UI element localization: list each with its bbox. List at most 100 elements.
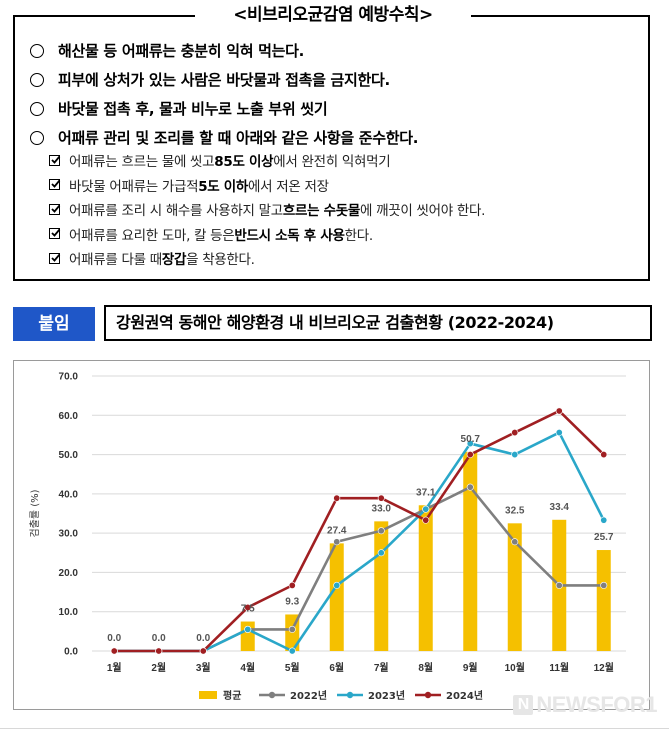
y-tick-label: 10.0 [59, 607, 79, 618]
subitem-text: 을 착용한다. [186, 252, 255, 269]
y-axis-title: 검출률 (%) [29, 489, 41, 537]
legend-swatch-average [199, 691, 217, 699]
attachment-title: 강원권역 동해안 해양환경 내 비브리오균 검출현황 (2022-2024) [104, 305, 652, 341]
subitem-text: 어패류를 다룰 때 [69, 252, 162, 269]
prevention-subitem: 어패류를 다룰 때 장갑 을 착용한다. [49, 246, 638, 271]
y-tick-label: 60.0 [59, 411, 79, 422]
prevention-item-text: 피부에 상처가 있는 사람은 바닷물과 접촉을 금지한다. [58, 71, 390, 89]
checkbox-checked-icon [49, 228, 61, 240]
point-2022년 [511, 538, 519, 546]
checkbox-checked-icon [49, 179, 61, 191]
point-2023년 [288, 647, 296, 655]
bar-data-label: 0.0 [152, 633, 166, 644]
x-tick-label: 1월 [107, 662, 122, 674]
x-tick-label: 10월 [505, 662, 525, 674]
subitem-text: 에 깨끗이 씻어야 한다. [360, 203, 486, 220]
x-tick-label: 8월 [418, 662, 433, 674]
bar-data-label: 33.4 [550, 502, 570, 513]
y-tick-label: 0.0 [64, 647, 78, 658]
circle-bullet-icon [30, 43, 44, 58]
y-tick-label: 30.0 [59, 529, 79, 540]
legend-label: 2023년 [368, 689, 405, 702]
point-2024년 [199, 647, 207, 655]
point-2024년 [600, 451, 608, 459]
circle-bullet-icon [30, 130, 44, 145]
x-tick-label: 12월 [594, 662, 614, 674]
point-2022년 [377, 527, 385, 535]
prevention-subitem: 바닷물 어패류는 가급적 5도 이하 에서 저온 저장 [49, 173, 638, 198]
x-tick-label: 4월 [240, 662, 255, 674]
point-2023년 [555, 429, 563, 437]
point-2024년 [555, 407, 563, 415]
point-2022년 [466, 483, 474, 491]
bar-average [418, 505, 433, 651]
legend-label: 평균 [223, 689, 241, 702]
bar-average [463, 451, 478, 651]
point-2024년 [333, 494, 341, 502]
prevention-item: 해산물 등 어패류는 충분히 익혀 먹는다. [30, 36, 638, 65]
circle-bullet-icon [30, 101, 44, 116]
prevention-item: 피부에 상처가 있는 사람은 바닷물과 접촉을 금지한다. [30, 65, 638, 94]
bar-average [507, 523, 522, 651]
bar-data-label: 0.0 [196, 633, 210, 644]
subitem-text: 한다. [344, 227, 374, 244]
legend-label: 2024년 [446, 689, 483, 702]
subitem-emphasis: 85도 이상 [214, 154, 274, 171]
legend-swatch-marker [424, 691, 432, 699]
point-2024년 [466, 451, 474, 459]
subitem-emphasis: 장갑 [161, 252, 187, 269]
line-series-2023년 [114, 431, 605, 653]
line-series-2024년 [114, 409, 605, 653]
subitem-text: 어패류를 조리 시 해수를 사용하지 말고 [69, 203, 283, 220]
prevention-subitem: 어패류를 조리 시 해수를 사용하지 말고 흐르는 수돗물 에 깨끗이 씻어야 한… [49, 197, 638, 222]
x-tick-label: 11월 [549, 662, 569, 674]
watermark-text: NEWSFOR1 [536, 692, 657, 717]
point-2022년 [555, 581, 563, 589]
bar-data-label: 9.3 [285, 596, 299, 607]
subitem-text: 어패류는 흐르는 물에 씻고 [69, 154, 215, 171]
circle-bullet-icon [30, 72, 44, 87]
chart-svg: 0.0 10.0 20.0 30.0 40.0 50.0 60.0 70.0 검출률 (%) 0.… [29, 372, 626, 702]
point-2022년 [600, 581, 608, 589]
point-2023년 [600, 516, 608, 524]
legend-label: 2022년 [290, 689, 327, 702]
prevention-item-text: 해산물 등 어패류는 충분히 익혀 먹는다. [58, 42, 305, 60]
x-tick-label: 9월 [463, 662, 478, 674]
x-tick-label: 2월 [151, 662, 166, 674]
bar-data-label: 50.7 [461, 434, 481, 445]
checkbox-checked-icon [49, 154, 61, 166]
bar-data-label: 25.7 [594, 532, 614, 543]
detection-rate-chart: 0.0 10.0 20.0 30.0 40.0 50.0 60.0 70.0 검출률 (%) 0.… [13, 360, 650, 710]
point-2023년 [466, 440, 474, 448]
point-2023년 [422, 505, 430, 513]
checkbox-checked-icon [49, 203, 61, 215]
bar-average [596, 550, 611, 651]
y-tick-label: 50.0 [59, 450, 79, 461]
point-2024년 [511, 429, 519, 437]
subitem-emphasis: 반드시 소독 후 사용 [234, 227, 345, 244]
point-2022년 [333, 538, 341, 546]
prevention-item-text: 바닷물 접촉 후, 물과 비누로 노출 부위 씻기 [58, 100, 328, 118]
bar-average [374, 521, 389, 651]
subitem-text: 에서 완전히 익혀먹기 [273, 154, 391, 171]
subitem-emphasis: 흐르는 수돗물 [282, 203, 361, 220]
prevention-sub-list: 어패류는 흐르는 물에 씻고 85도 이상 에서 완전히 익혀먹기 바닷물 어패류는… [49, 148, 638, 271]
x-tick-label: 5월 [285, 662, 300, 674]
y-tick-label: 40.0 [59, 489, 79, 500]
bar-average [329, 543, 344, 651]
prevention-item-text: 어패류 관리 및 조리를 할 때 아래와 같은 사항을 준수한다. [58, 129, 419, 147]
prevention-item: 바닷물 접촉 후, 물과 비누로 노출 부위 씻기 [30, 94, 638, 123]
attachment-badge: 붙임 [13, 307, 95, 341]
prevention-box: 해산물 등 어패류는 충분히 익혀 먹는다. 피부에 상처가 있는 사람은 바닷… [13, 15, 650, 281]
prevention-subitem: 어패류는 흐르는 물에 씻고 85도 이상 에서 완전히 익혀먹기 [49, 148, 638, 173]
subitem-emphasis: 5도 이하 [198, 178, 249, 195]
point-2024년 [155, 647, 163, 655]
bottom-divider [0, 728, 669, 729]
y-tick-label: 20.0 [59, 568, 79, 579]
subitem-text: 에서 저온 저장 [248, 178, 329, 195]
bar-data-label: 27.4 [327, 525, 347, 536]
point-2022년 [288, 625, 296, 633]
subitem-text: 바닷물 어패류는 가급적 [69, 178, 199, 195]
bar-data-label: 0.0 [107, 633, 121, 644]
newsfor1-watermark: N NEWSFOR1 [513, 692, 657, 718]
